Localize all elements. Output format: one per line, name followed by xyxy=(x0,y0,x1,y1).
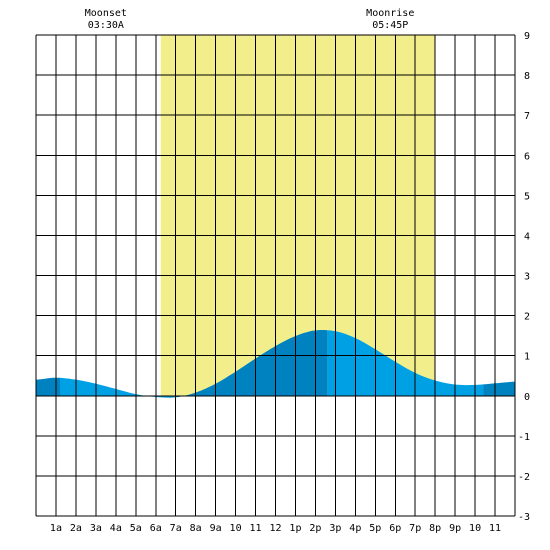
y-tick-label: 3 xyxy=(524,272,530,283)
x-tick-label: 7a xyxy=(170,523,182,534)
y-tick-label: 7 xyxy=(524,111,530,122)
x-tick-label: 12 xyxy=(269,523,281,534)
y-tick-label: 4 xyxy=(524,231,530,242)
moon-event-time: 05:45P xyxy=(372,20,408,31)
x-tick-label: 9p xyxy=(449,523,461,534)
y-tick-label: -2 xyxy=(518,472,530,483)
moon-event-label: Moonrise xyxy=(366,8,414,19)
x-tick-label: 8p xyxy=(429,523,441,534)
tide-falling-segment xyxy=(60,377,174,398)
y-tick-label: 2 xyxy=(524,312,530,323)
y-tick-label: 1 xyxy=(524,352,530,363)
x-tick-label: 2p xyxy=(309,523,321,534)
chart-grid xyxy=(35,34,516,517)
tide-rising-segment xyxy=(173,330,328,398)
y-tick-label: 6 xyxy=(524,151,530,162)
x-tick-label: 10 xyxy=(230,523,242,534)
x-axis-labels: 1a 2a 3a 4a 5a 6a 7a 8a 9a 10 11 12 1p 2p 3p 4p 5p 6p 7p 8p… xyxy=(50,523,501,534)
tide-rising-segment xyxy=(483,381,515,396)
y-tick-label: -3 xyxy=(518,512,530,523)
tide-falling-segment xyxy=(327,330,484,396)
x-tick-label: 1p xyxy=(289,523,301,534)
moon-event-label: Moonset xyxy=(85,8,127,19)
y-tick-label: 8 xyxy=(524,71,530,82)
x-tick-label: 11 xyxy=(250,523,262,534)
tide-rising-segment xyxy=(36,377,60,396)
x-tick-label: 5a xyxy=(130,523,142,534)
x-tick-label: 3a xyxy=(90,523,102,534)
tide-area xyxy=(36,330,515,398)
x-tick-label: 10 xyxy=(469,523,481,534)
x-tick-label: 7p xyxy=(409,523,421,534)
x-tick-label: 6a xyxy=(150,523,162,534)
x-tick-label: 3p xyxy=(329,523,341,534)
y-tick-label: 9 xyxy=(524,31,530,42)
y-tick-label: -1 xyxy=(518,432,530,443)
x-tick-label: 9a xyxy=(210,523,222,534)
x-tick-label: 2a xyxy=(70,523,82,534)
x-tick-label: 1a xyxy=(50,523,62,534)
moon-event-time: 03:30A xyxy=(88,20,124,31)
x-tick-label: 5p xyxy=(369,523,381,534)
x-tick-label: 8a xyxy=(190,523,202,534)
x-tick-label: 11 xyxy=(489,523,501,534)
y-axis-labels: -3 -2 -1 0 1 2 3 4 5 6 7 8 9 xyxy=(518,31,530,523)
y-tick-label: 5 xyxy=(524,191,530,202)
x-tick-label: 4p xyxy=(349,523,361,534)
y-tick-label: 0 xyxy=(524,392,530,403)
x-tick-label: 4a xyxy=(110,523,122,534)
x-tick-label: 6p xyxy=(389,523,401,534)
